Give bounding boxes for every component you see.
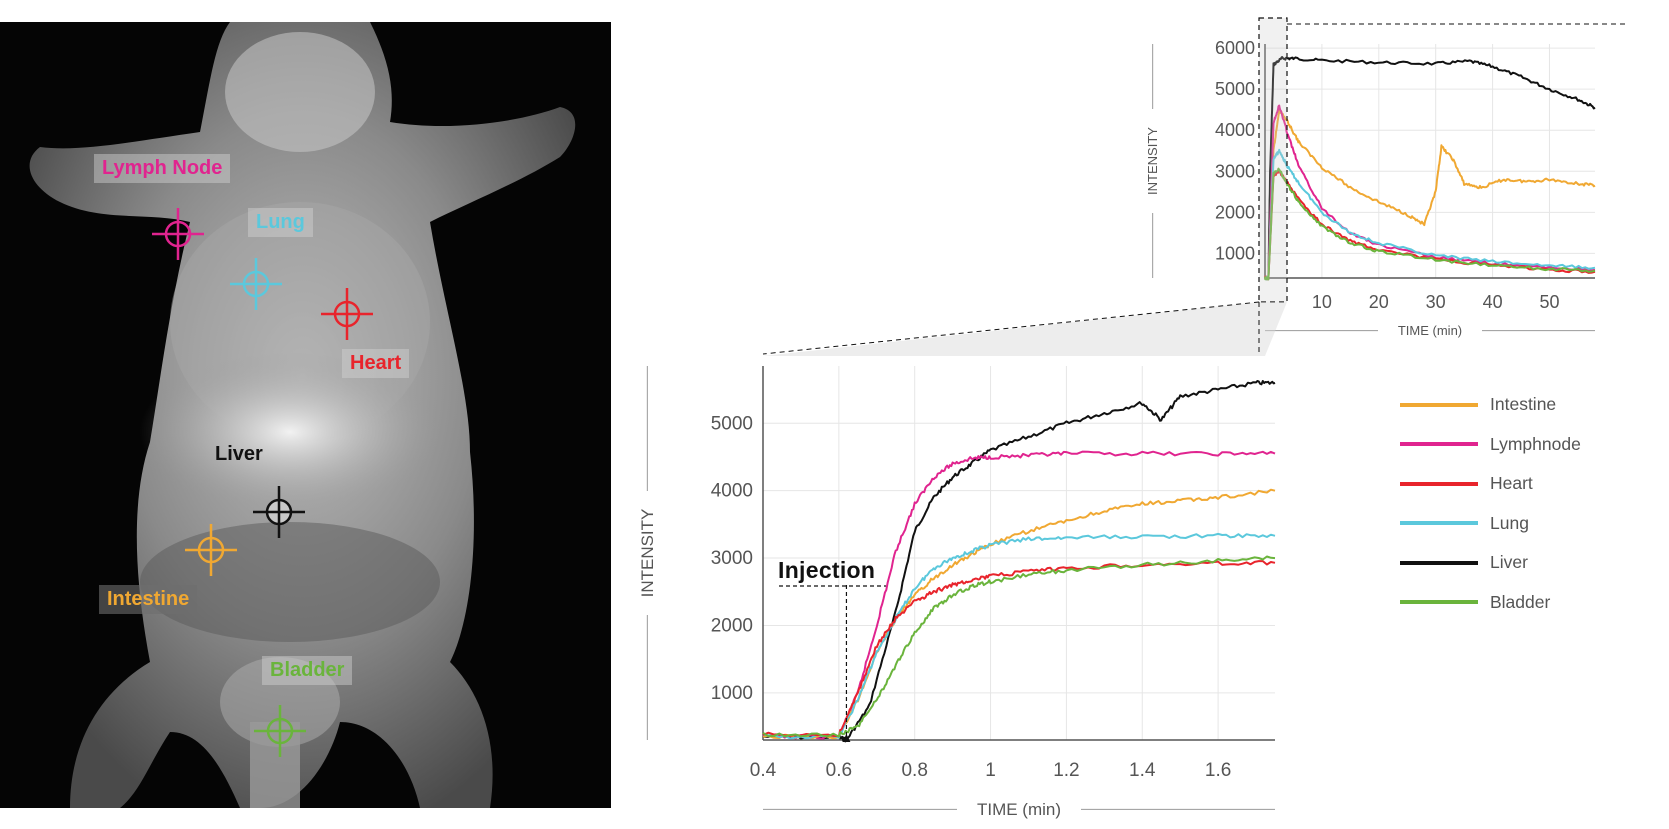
legend-item: Liver xyxy=(1400,543,1581,583)
series-line-liver xyxy=(1264,56,1596,281)
legend-item: Intestine xyxy=(1400,385,1581,425)
series-line-lymphnode xyxy=(762,450,1276,740)
label-liver: Liver xyxy=(215,443,263,465)
x-tick-label: 0.6 xyxy=(826,760,852,781)
y-tick-label: 6000 xyxy=(1215,38,1255,58)
y-tick-label: 5000 xyxy=(711,413,753,434)
x-tick-label: 0.8 xyxy=(901,760,927,781)
y-tick-label: 3000 xyxy=(1215,161,1255,181)
legend-label: Heart xyxy=(1490,473,1533,494)
x-axis-title: TIME (min) xyxy=(1398,323,1462,338)
injection-arrow xyxy=(842,734,851,742)
legend-label: Liver xyxy=(1490,552,1528,573)
y-tick-label: 4000 xyxy=(711,481,753,502)
liver-glow xyxy=(140,352,440,512)
x-axis-title: TIME (min) xyxy=(977,800,1061,819)
legend-swatch xyxy=(1400,442,1478,447)
zoom-connector-left xyxy=(762,301,1260,355)
y-tick-label: 2000 xyxy=(1215,202,1255,222)
legend-label: Bladder xyxy=(1490,591,1551,612)
label-bladder: Bladder xyxy=(262,656,353,685)
series-line-liver xyxy=(762,380,1276,743)
x-tick-label: 30 xyxy=(1426,292,1446,312)
y-tick-label: 1000 xyxy=(1215,243,1255,263)
x-tick-label: 0.4 xyxy=(750,760,777,781)
series-line-intestine xyxy=(762,488,1276,740)
legend-swatch xyxy=(1400,521,1478,526)
legend-swatch xyxy=(1400,560,1478,565)
legend-item: Lung xyxy=(1400,504,1581,544)
x-tick-label: 10 xyxy=(1312,292,1332,312)
zoom-wedge xyxy=(763,302,1287,356)
injection-label: Injection xyxy=(778,557,876,583)
y-tick-label: 5000 xyxy=(1215,79,1255,99)
x-tick-label: 20 xyxy=(1369,292,1389,312)
y-tick-label: 3000 xyxy=(711,548,753,569)
x-tick-label: 1 xyxy=(985,760,996,781)
y-axis-title: INTENSITY xyxy=(1145,127,1160,195)
zoom-region xyxy=(1258,17,1288,303)
series-line-bladder xyxy=(1264,167,1596,281)
fluorescence-image xyxy=(0,22,611,808)
series-line-lung xyxy=(1264,148,1596,281)
legend-label: Intestine xyxy=(1490,394,1557,415)
series-line-lung xyxy=(762,532,1276,740)
x-tick-label: 40 xyxy=(1483,292,1503,312)
x-tick-label: 1.6 xyxy=(1205,760,1231,781)
label-heart: Heart xyxy=(342,349,410,378)
series-line-heart xyxy=(1264,169,1596,281)
y-tick-label: 2000 xyxy=(711,615,753,636)
y-tick-label: 1000 xyxy=(711,683,753,704)
legend-item: Lymphnode xyxy=(1400,425,1581,465)
series-line-heart xyxy=(762,560,1276,738)
legend-swatch xyxy=(1400,600,1478,605)
label-intestine: Intestine xyxy=(99,585,198,614)
legend-swatch xyxy=(1400,402,1478,407)
series-line-bladder xyxy=(762,555,1276,738)
legend-item: Heart xyxy=(1400,464,1581,504)
legend-swatch xyxy=(1400,481,1478,486)
y-tick-label: 4000 xyxy=(1215,120,1255,140)
y-axis-title: INTENSITY xyxy=(638,509,657,598)
x-tick-label: 1.4 xyxy=(1129,760,1156,781)
label-lymph-node: Lymph Node xyxy=(94,154,231,183)
x-tick-label: 1.2 xyxy=(1053,760,1079,781)
x-tick-label: 50 xyxy=(1539,292,1559,312)
legend: Intestine Lymphnode Heart Lung Liver Bla… xyxy=(1400,385,1581,622)
legend-label: Lung xyxy=(1490,512,1529,533)
legend-label: Lymphnode xyxy=(1490,433,1581,454)
label-lung: Lung xyxy=(248,208,313,237)
legend-item: Bladder xyxy=(1400,583,1581,623)
